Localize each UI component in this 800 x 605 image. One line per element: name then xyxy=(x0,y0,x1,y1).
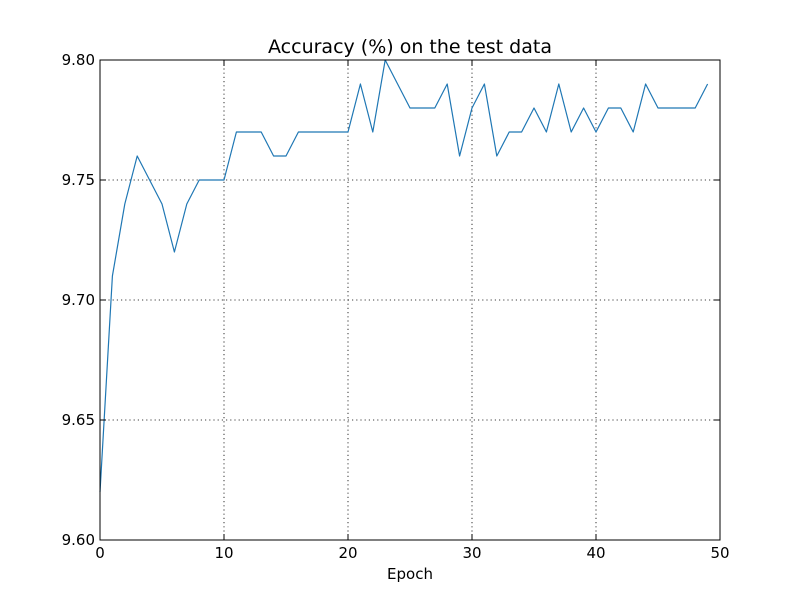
y-tick-label: 9.75 xyxy=(62,171,95,189)
x-axis-label: Epoch xyxy=(387,565,433,583)
x-tick-label: 40 xyxy=(586,544,605,562)
y-tick-label: 9.60 xyxy=(62,531,95,549)
x-tick-label: 50 xyxy=(710,544,729,562)
y-tick-label: 9.80 xyxy=(62,51,95,69)
y-tick-label: 9.65 xyxy=(62,411,95,429)
x-tick-label: 0 xyxy=(95,544,105,562)
x-tick-label: 10 xyxy=(214,544,233,562)
grid-lines xyxy=(100,60,720,540)
x-tick-label: 30 xyxy=(462,544,481,562)
y-tick-label: 9.70 xyxy=(62,291,95,309)
series-lines xyxy=(99,59,709,493)
axis-ticks: 0 10 20 30 40 50 9.60 9.65 9.70 9.75 9.80 xyxy=(62,51,730,562)
chart-title: Accuracy (%) on the test data xyxy=(268,36,552,58)
series-line xyxy=(99,59,709,493)
x-tick-label: 20 xyxy=(338,544,357,562)
